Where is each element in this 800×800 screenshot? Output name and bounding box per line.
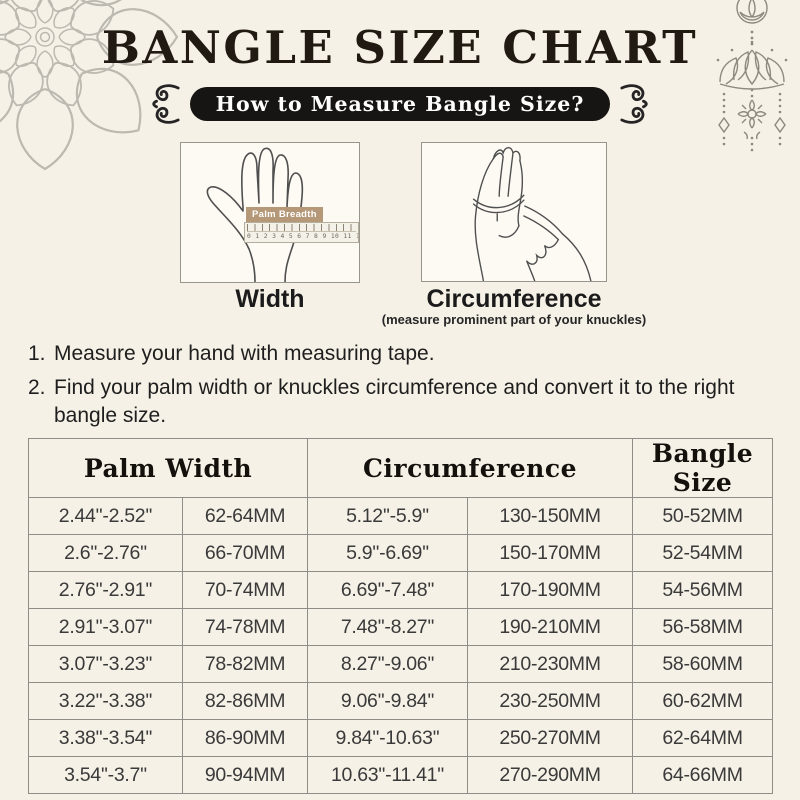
- table-cell: 82-86MM: [181, 682, 309, 720]
- hand-circumference-illustration: [472, 146, 592, 282]
- palm-breadth-badge: Palm Breadth: [246, 207, 323, 222]
- table-cell: 5.12''-5.9'': [307, 497, 469, 535]
- table-cell: 130-150MM: [467, 497, 634, 535]
- table-row: 2.91''-3.07'' 74-78MM 7.48''-8.27'' 190-210…: [28, 608, 774, 646]
- table-cell: 230-250MM: [467, 682, 634, 720]
- table-cell: 60-62MM: [632, 682, 774, 720]
- size-chart-table-wrap: Palm Width Circumference Bangle Size 2.4…: [27, 438, 774, 794]
- col-header-palm-width: Palm Width: [27, 438, 309, 498]
- table-cell: 78-82MM: [181, 645, 309, 683]
- table-cell: 150-170MM: [467, 534, 634, 572]
- table-cell: 270-290MM: [467, 756, 634, 794]
- table-cell: 54-56MM: [632, 571, 774, 609]
- table-cell: 66-70MM: [181, 534, 309, 572]
- table-cell: 170-190MM: [467, 571, 634, 609]
- table-cell: 90-94MM: [181, 756, 309, 794]
- table-cell: 74-78MM: [181, 608, 309, 646]
- ruler-ticks: [247, 224, 356, 232]
- table-cell: 62-64MM: [181, 497, 309, 535]
- table-cell: 50-52MM: [632, 497, 774, 535]
- lotus-ornament-icon: [690, 0, 800, 180]
- size-chart-table: Palm Width Circumference Bangle Size 2.4…: [27, 438, 774, 794]
- table-cell: 2.91''-3.07'': [28, 608, 183, 646]
- table-cell: 7.48''-8.27'': [307, 608, 469, 646]
- circumference-figure: [421, 142, 607, 282]
- ruler-numbers: 0 1 2 3 4 5 6 7 8 9 10 11 12 13 14: [247, 233, 358, 240]
- col-header-circumference: Circumference: [307, 438, 634, 498]
- table-cell: 8.27''-9.06'': [307, 645, 469, 683]
- table-cell: 58-60MM: [632, 645, 774, 683]
- table-cell: 9.06''-9.84'': [307, 682, 469, 720]
- table-row: 3.07''-3.23'' 78-82MM 8.27''-9.06'' 210-230…: [28, 645, 774, 683]
- table-cell: 56-58MM: [632, 608, 774, 646]
- table-cell: 2.6''-2.76'': [28, 534, 183, 572]
- table-cell: 3.54''-3.7'': [28, 756, 183, 794]
- how-to-measure-banner: How to Measure Bangle Size?: [189, 87, 611, 121]
- instruction-step-1: 1. Measure your hand with measuring tape…: [28, 340, 744, 367]
- table-cell: 62-64MM: [632, 719, 774, 757]
- mandala-flower-icon: [0, 0, 185, 182]
- table-cell: 10.63''-11.41'': [307, 756, 469, 794]
- table-cell: 2.76''-2.91'': [28, 571, 183, 609]
- table-cell: 9.84''-10.63'': [307, 719, 469, 757]
- flourish-left-icon: [149, 82, 181, 126]
- table-cell: 70-74MM: [181, 571, 309, 609]
- flourish-right-icon: [619, 82, 651, 126]
- table-cell: 86-90MM: [181, 719, 309, 757]
- ruler-icon: 0 1 2 3 4 5 6 7 8 9 10 11 12 13 14: [244, 222, 359, 243]
- step-number: 2.: [28, 376, 46, 400]
- table-cell: 3.38''-3.54'': [28, 719, 183, 757]
- table-cell: 64-66MM: [632, 756, 774, 794]
- table-row: 3.54''-3.7'' 90-94MM 10.63''-11.41'' 270-29…: [28, 756, 774, 794]
- instruction-step-2: 2. Find your palm width or knuckles circ…: [28, 374, 744, 429]
- table-cell: 3.22''-3.38'': [28, 682, 183, 720]
- header-row: Palm Width Circumference Bangle Size: [27, 438, 774, 498]
- table-cell: 5.9''-6.69'': [307, 534, 469, 572]
- table-cell: 190-210MM: [467, 608, 634, 646]
- circumference-caption: Circumference: [426, 285, 602, 313]
- table-row: 2.76''-2.91'' 70-74MM 6.69''-7.48'' 170-190…: [28, 571, 774, 609]
- table-row: 2.6''-2.76'' 66-70MM 5.9''-6.69'' 150-170MM…: [28, 534, 774, 572]
- table-row: 2.44''-2.52'' 62-64MM 5.12''-5.9'' 130-150M…: [28, 497, 774, 535]
- width-caption: Width: [235, 285, 305, 313]
- table-cell: 52-54MM: [632, 534, 774, 572]
- banner-row: How to Measure Bangle Size?: [0, 84, 800, 124]
- table-cell: 3.07''-3.23'': [28, 645, 183, 683]
- step-number: 1.: [28, 342, 46, 365]
- step-text: Find your palm width or knuckles circumf…: [54, 376, 735, 427]
- table-row: 3.22''-3.38'' 82-86MM 9.06''-9.84'' 230-250…: [28, 682, 774, 720]
- table-row: 3.38''-3.54'' 86-90MM 9.84''-10.63'' 250-27…: [28, 719, 774, 757]
- table-cell: 2.44''-2.52'': [28, 497, 183, 535]
- circumference-note: (measure prominent part of your knuckles…: [381, 312, 647, 327]
- col-header-bangle-size: Bangle Size: [632, 438, 774, 498]
- table-cell: 6.69''-7.48'': [307, 571, 469, 609]
- table-cell: 250-270MM: [467, 719, 634, 757]
- table-cell: 210-230MM: [467, 645, 634, 683]
- page-title: BANGLE SIZE CHART: [101, 21, 699, 74]
- instructions: 1. Measure your hand with measuring tape…: [28, 340, 744, 436]
- step-text: Measure your hand with measuring tape.: [54, 342, 435, 365]
